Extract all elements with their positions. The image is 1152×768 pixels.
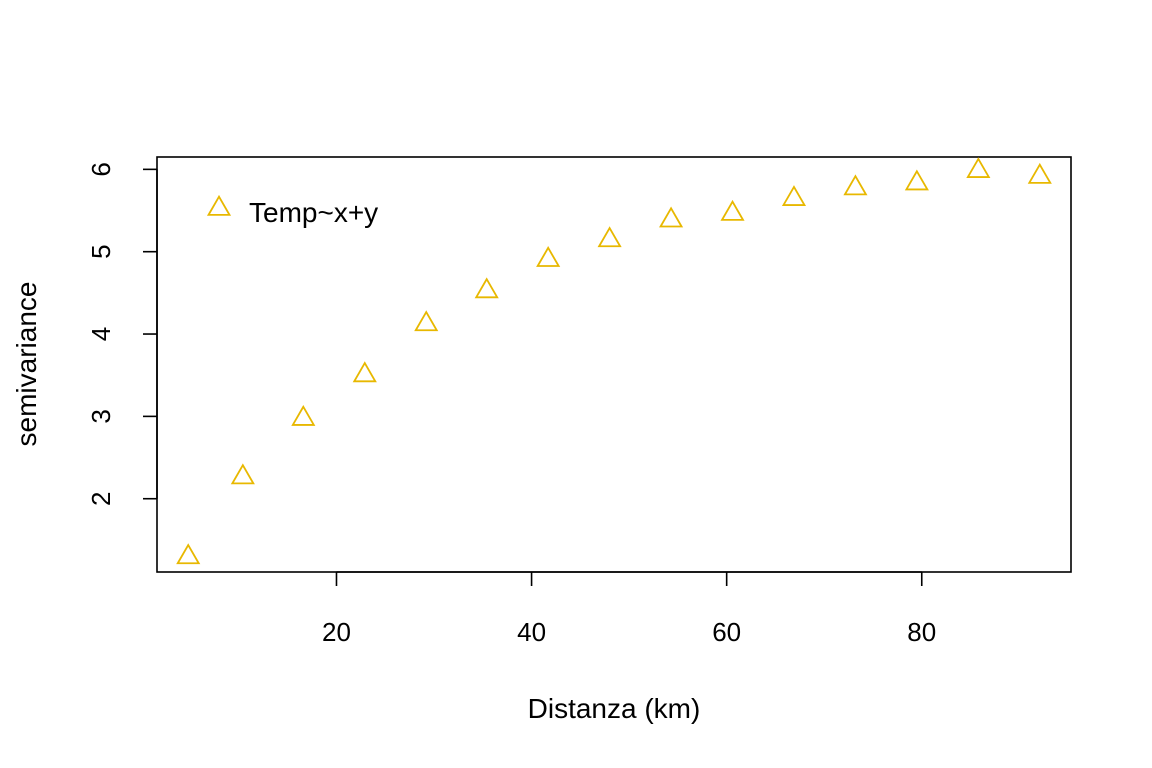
legend-label: Temp~x+y	[249, 197, 378, 228]
data-point	[966, 157, 991, 178]
y-tick-label: 2	[86, 491, 116, 505]
x-tick-label: 40	[517, 617, 546, 647]
y-axis-title: semivariance	[11, 282, 42, 447]
data-point	[230, 463, 255, 485]
data-point	[781, 185, 807, 206]
y-tick-label: 5	[86, 244, 116, 258]
data-point	[414, 310, 439, 332]
y-tick-label: 4	[86, 327, 116, 341]
data-points	[176, 157, 1052, 565]
x-tick-label: 80	[907, 617, 936, 647]
y-axis: 2 3 4 5 6	[86, 162, 158, 506]
x-axis-title: Distanza (km)	[528, 693, 701, 724]
data-point	[904, 169, 929, 191]
data-point	[474, 277, 499, 299]
data-point	[720, 199, 745, 221]
data-point	[1027, 162, 1052, 184]
data-point	[659, 206, 684, 228]
x-tick-label: 20	[322, 617, 351, 647]
data-point	[291, 404, 316, 426]
x-tick-label: 60	[712, 617, 741, 647]
data-point	[536, 246, 561, 267]
legend: Temp~x+y	[206, 194, 378, 228]
data-point	[352, 361, 377, 383]
y-tick-label: 6	[86, 162, 116, 176]
legend-marker-triangle	[206, 194, 232, 216]
y-tick-label: 3	[86, 409, 116, 423]
data-point	[597, 226, 622, 248]
data-point	[176, 543, 201, 565]
data-point	[843, 174, 868, 196]
x-axis: 20 40 60 80	[322, 571, 936, 647]
